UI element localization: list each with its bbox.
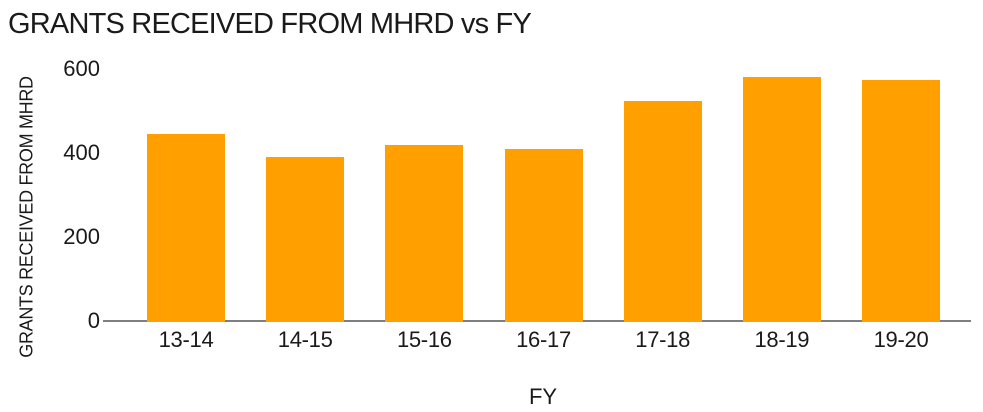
x-tick-label: 13-14: [158, 327, 214, 352]
y-tick-label: 200: [63, 224, 100, 249]
y-tick-label: 400: [63, 140, 100, 165]
bar-19-20: [862, 79, 941, 322]
x-tick-label: 16-17: [516, 327, 571, 352]
bar-18-19: [742, 77, 821, 322]
bar-17-18: [623, 100, 702, 322]
x-tick-label: 18-19: [754, 327, 810, 352]
x-tick-label: 17-18: [635, 327, 691, 352]
y-tick-label: 0: [87, 308, 100, 333]
y-tick-label: 600: [63, 56, 100, 81]
x-tick-label: 15-16: [396, 327, 452, 352]
x-axis-title: FY: [528, 384, 558, 409]
bar-14-15: [266, 157, 345, 322]
bar-15-16: [385, 144, 464, 322]
x-tick-label: 14-15: [277, 327, 333, 352]
bar-13-14: [147, 134, 225, 322]
x-tick-label: 19-20: [873, 327, 929, 352]
bar-16-17: [504, 148, 583, 322]
chart-title: GRANTS RECEIVED FROM MHRD vs FY: [8, 8, 532, 40]
